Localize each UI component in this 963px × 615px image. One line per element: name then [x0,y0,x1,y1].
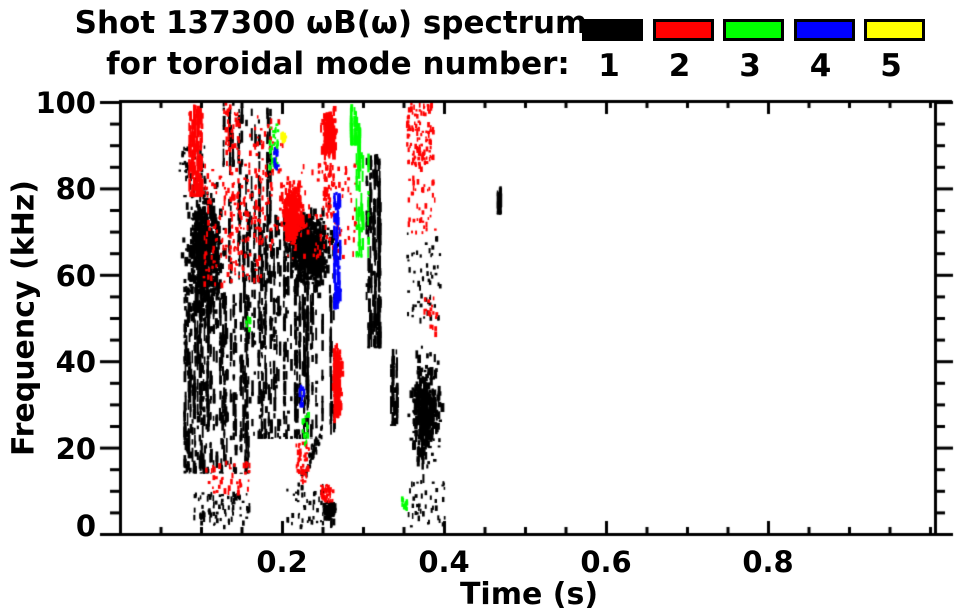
y-tick-label-60: 60 [55,258,96,293]
y-tick-label-80: 80 [55,172,96,207]
x-tick-label-0.4: 0.4 [418,545,470,579]
legend-swatch-mode-5 [864,19,925,41]
y-tick-label-40: 40 [55,345,96,380]
y-axis-title: Frequency (kHz) [6,180,42,456]
legend-label-mode-5: 5 [880,48,902,84]
y-tick-label-0: 0 [75,509,96,543]
legend-swatch-mode-3 [723,19,784,41]
legend-label-mode-3: 3 [739,48,761,84]
legend-label-mode-2: 2 [668,48,691,84]
x-tick-label-0.8: 0.8 [742,545,794,579]
legend-swatch-mode-4 [793,19,855,41]
x-axis-title: Time (s) [459,577,599,612]
legend-swatch-mode-1 [582,19,643,41]
chart-title-line-2: for toroidal mode number: [106,46,570,82]
legend-label-mode-1: 1 [598,48,620,84]
chart-title-line-1: Shot 137300 ωB(ω) spectrum [74,5,588,41]
x-tick-label-0.2: 0.2 [256,545,308,579]
legend-swatch-mode-2 [652,19,714,41]
y-tick-label-100: 100 [35,86,96,120]
x-tick-label-0.6: 0.6 [580,545,632,579]
y-tick-label-20: 20 [55,431,96,466]
legend-label-mode-4: 4 [809,48,832,84]
